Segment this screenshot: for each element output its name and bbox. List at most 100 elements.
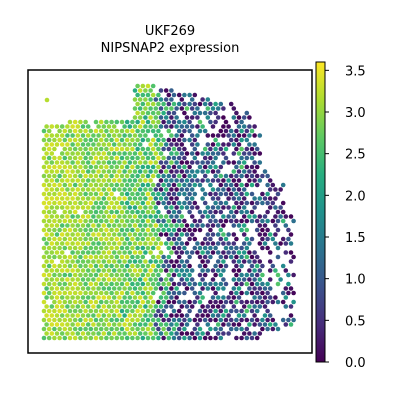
spot-point — [109, 308, 114, 314]
spot-point — [78, 218, 83, 224]
spot-point — [283, 304, 289, 309]
spot-point — [278, 277, 283, 282]
spot-point — [75, 241, 81, 246]
spot-point — [148, 313, 153, 318]
spot-point — [267, 196, 273, 201]
spot-point — [127, 259, 133, 264]
spot-point — [218, 146, 224, 152]
spot-point — [213, 317, 218, 323]
spot-point — [72, 245, 78, 251]
spot-point — [239, 146, 244, 152]
spot-point — [163, 124, 169, 129]
spot-point — [119, 263, 125, 269]
spot-point — [98, 200, 104, 206]
spot-point — [192, 245, 198, 251]
spot-point — [267, 277, 273, 282]
spot-point — [49, 250, 55, 255]
spot-point — [234, 290, 239, 296]
spot-point — [101, 187, 107, 192]
spot-point — [59, 268, 65, 273]
spot-point — [156, 227, 161, 233]
spot-point — [44, 241, 49, 246]
spot-point — [195, 313, 200, 318]
spot-point — [150, 155, 156, 161]
spot-point — [46, 128, 52, 134]
spot-point — [52, 299, 57, 305]
spot-point — [117, 286, 122, 291]
spot-point — [148, 88, 153, 93]
spot-point — [49, 142, 55, 147]
spot-point — [49, 133, 55, 138]
spot-point — [65, 133, 70, 138]
spot-point — [54, 160, 60, 165]
spot-point — [239, 128, 244, 134]
spot-point — [135, 182, 140, 188]
spot-point — [208, 101, 213, 107]
spot-point — [252, 313, 257, 318]
spot-point — [153, 205, 159, 210]
spot-point — [106, 313, 112, 318]
spot-point — [179, 259, 185, 264]
spot-point — [122, 124, 127, 129]
spot-point — [65, 286, 70, 291]
spot-point — [145, 164, 151, 170]
spot-point — [205, 133, 211, 138]
spot-point — [184, 286, 190, 291]
spot-point — [187, 236, 192, 242]
spot-point — [44, 277, 49, 282]
spot-point — [187, 308, 192, 314]
spot-point — [41, 227, 47, 233]
spot-point — [70, 268, 75, 273]
spot-point — [213, 173, 218, 179]
spot-point — [119, 245, 125, 251]
spot-point — [122, 205, 127, 210]
spot-point — [283, 295, 289, 300]
colorbar-tick-label: 0.5 — [345, 314, 366, 329]
spot-point — [161, 137, 166, 143]
spot-point — [205, 268, 211, 273]
spot-point — [221, 187, 226, 192]
spot-point — [124, 173, 130, 179]
spot-point — [91, 187, 96, 192]
spot-point — [161, 227, 166, 233]
spot-point — [218, 101, 224, 107]
spot-point — [111, 142, 117, 147]
spot-point — [265, 209, 270, 215]
spot-point — [153, 196, 159, 201]
spot-point — [91, 214, 96, 219]
spot-point — [163, 331, 169, 336]
spot-point — [283, 250, 289, 255]
spot-point — [130, 146, 135, 152]
spot-point — [132, 331, 138, 336]
spot-point — [189, 286, 195, 291]
spot-point — [59, 160, 65, 165]
spot-point — [114, 335, 120, 341]
spot-point — [67, 263, 73, 269]
spot-point — [119, 146, 125, 152]
spot-point — [236, 133, 242, 138]
spot-point — [244, 128, 250, 134]
spot-point — [49, 322, 55, 327]
spot-point — [143, 88, 148, 93]
spot-point — [88, 209, 94, 215]
spot-point — [234, 317, 239, 323]
spot-point — [59, 322, 65, 327]
spot-point — [174, 232, 179, 237]
spot-point — [101, 295, 107, 300]
spot-point — [46, 290, 52, 296]
spot-point — [158, 88, 164, 93]
spot-point — [200, 295, 205, 300]
spot-point — [124, 164, 130, 170]
spot-point — [234, 182, 239, 188]
spot-point — [286, 227, 291, 233]
spot-point — [130, 281, 135, 287]
spot-point — [169, 250, 174, 255]
spot-point — [75, 277, 81, 282]
spot-point — [228, 101, 234, 107]
spot-point — [174, 106, 179, 111]
spot-point — [145, 245, 151, 251]
spot-point — [158, 322, 164, 327]
spot-point — [187, 191, 192, 197]
spot-point — [101, 196, 107, 201]
spot-point — [41, 182, 47, 188]
